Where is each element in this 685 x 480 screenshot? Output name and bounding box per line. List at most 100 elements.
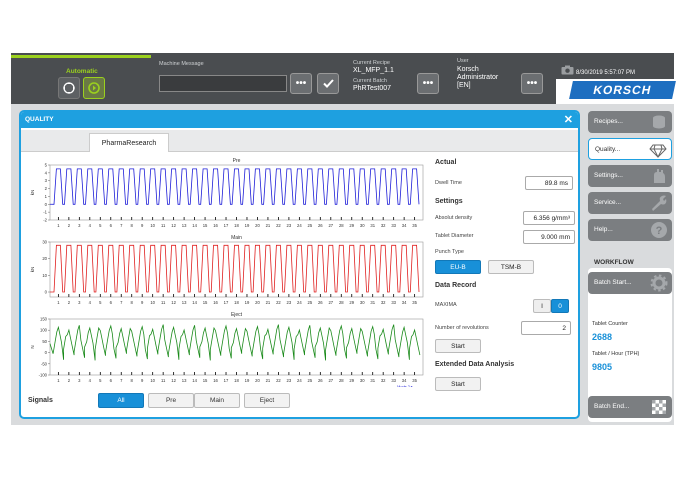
sidebar-item-recipes[interactable]: Recipes... bbox=[588, 111, 672, 133]
x-tick-label: 16 bbox=[213, 223, 218, 228]
y-axis-label: kN bbox=[30, 190, 35, 196]
dwell-time-label: Dwell Time bbox=[435, 180, 462, 186]
x-tick-label: 12 bbox=[171, 378, 176, 383]
x-tick-label: 15 bbox=[203, 300, 208, 305]
y-tick-label: 100 bbox=[40, 328, 48, 333]
x-tick-label: 25 bbox=[308, 223, 313, 228]
x-tick-label: 27 bbox=[328, 300, 333, 305]
punch-tsm-b-button[interactable]: TSM-B bbox=[488, 260, 534, 274]
x-tick-label: 33 bbox=[391, 223, 396, 228]
x-tick-label: 24 bbox=[297, 378, 302, 383]
x-tick-label: 18 bbox=[234, 378, 239, 383]
sidebar-item-settings[interactable]: Settings... bbox=[588, 165, 672, 187]
confirm-button[interactable] bbox=[317, 73, 339, 94]
actual-title: Actual bbox=[435, 159, 457, 166]
maxima-toggle-off[interactable]: I bbox=[533, 299, 551, 313]
sidebar-item-quality[interactable]: Quality... bbox=[588, 138, 672, 160]
workflow-panel: Batch Start... Tablet Counter 2688 Table… bbox=[588, 268, 672, 422]
x-tick-label: 4 bbox=[89, 378, 92, 383]
punch-eu-b-button[interactable]: EU-B bbox=[435, 260, 481, 274]
sidebar-item-label: Quality... bbox=[595, 146, 621, 153]
x-tick-label: 26 bbox=[318, 300, 323, 305]
x-tick-label: 13 bbox=[182, 378, 187, 383]
close-icon[interactable]: ✕ bbox=[563, 114, 573, 126]
tablet-hour-label: Tablet / Hour (TPH) bbox=[592, 351, 640, 357]
x-tick-label: 18 bbox=[234, 300, 239, 305]
x-tick-label: 14 bbox=[192, 378, 197, 383]
x-tick-label: 30 bbox=[360, 378, 365, 383]
x-tick-label: 6 bbox=[110, 223, 113, 228]
signal-eject-button[interactable]: Eject bbox=[244, 393, 290, 408]
x-tick-label: 2 bbox=[68, 223, 71, 228]
gear-icon bbox=[650, 274, 668, 292]
y-tick-label: 3 bbox=[45, 178, 48, 183]
x-tick-label: 17 bbox=[224, 223, 229, 228]
signal-pre-button[interactable]: Pre bbox=[148, 393, 194, 408]
x-tick-label: 32 bbox=[381, 300, 386, 305]
sidebar-item-service[interactable]: Service... bbox=[588, 192, 672, 214]
x-tick-label: 34 bbox=[402, 378, 407, 383]
tablet-counter-value: 2688 bbox=[592, 332, 613, 342]
extended-start-button[interactable]: Start bbox=[435, 377, 481, 391]
x-tick-label: 19 bbox=[245, 378, 250, 383]
x-tick-label: 21 bbox=[266, 378, 271, 383]
x-tick-label: 10 bbox=[150, 300, 155, 305]
machine-message-label: Machine Message bbox=[159, 61, 204, 67]
x-tick-label: 19 bbox=[245, 223, 250, 228]
diameter-value[interactable]: 9.000 mm bbox=[523, 230, 575, 244]
revolutions-input[interactable]: 2 bbox=[521, 321, 571, 335]
maxima-toggle-on[interactable]: 0 bbox=[551, 299, 569, 313]
y-tick-label: 4 bbox=[45, 170, 48, 175]
user-more-button[interactable]: ••• bbox=[521, 73, 543, 94]
batch-start-button[interactable]: Batch Start... bbox=[588, 272, 672, 294]
density-label: Absolut density bbox=[435, 215, 473, 221]
density-value[interactable]: 6.356 g/mm³ bbox=[523, 211, 575, 225]
mode-panel: Automatic bbox=[11, 55, 151, 101]
batch-more-button[interactable]: ••• bbox=[417, 73, 439, 94]
x-tick-label: 21 bbox=[266, 300, 271, 305]
signal-main-button[interactable]: Main bbox=[194, 393, 240, 408]
x-tick-label: 12 bbox=[171, 300, 176, 305]
settings-title: Settings bbox=[435, 198, 463, 205]
x-tick-label: 20 bbox=[255, 378, 260, 383]
x-tick-label: 13 bbox=[182, 300, 187, 305]
mode-label: Automatic bbox=[66, 68, 98, 75]
x-tick-label: 33 bbox=[391, 300, 396, 305]
camera-icon[interactable] bbox=[561, 65, 574, 75]
top-bar: Automatic Machine Message ••• Current Re… bbox=[11, 53, 676, 104]
record-start-button[interactable]: Start bbox=[435, 339, 481, 353]
x-tick-label: 27 bbox=[328, 378, 333, 383]
cycle-mode-button[interactable] bbox=[83, 77, 105, 99]
batch-end-button[interactable]: Batch End... bbox=[588, 396, 672, 418]
mode-label: Mode 2 ▸ bbox=[397, 385, 413, 387]
machine-message-more-button[interactable]: ••• bbox=[290, 73, 312, 94]
refresh-icon bbox=[88, 82, 100, 94]
x-tick-label: 8 bbox=[131, 378, 134, 383]
plot-frame bbox=[49, 241, 424, 298]
wrench-icon bbox=[652, 195, 667, 211]
x-tick-label: 29 bbox=[349, 223, 354, 228]
x-tick-label: 28 bbox=[339, 378, 344, 383]
x-tick-label: 32 bbox=[381, 378, 386, 383]
x-tick-label: 34 bbox=[402, 300, 407, 305]
revolutions-label: Number of revolutions bbox=[435, 325, 489, 331]
batch-start-label: Batch Start... bbox=[594, 279, 632, 286]
sidebar-item-help[interactable]: Help... ? bbox=[588, 219, 672, 241]
current-batch-value: PhRTest007 bbox=[353, 85, 392, 92]
x-tick-label: 14 bbox=[192, 223, 197, 228]
automatic-mode-button[interactable] bbox=[58, 77, 80, 99]
x-tick-label: 23 bbox=[287, 223, 292, 228]
y-tick-label: 30 bbox=[42, 240, 47, 245]
y-tick-label: 0 bbox=[45, 202, 48, 207]
y-tick-label: -100 bbox=[39, 373, 48, 378]
check-icon bbox=[322, 79, 334, 88]
y-tick-label: -2 bbox=[43, 218, 47, 223]
signal-all-button[interactable]: All bbox=[98, 393, 144, 408]
user-language: [EN] bbox=[457, 82, 471, 89]
database-icon bbox=[653, 115, 665, 129]
x-tick-label: 27 bbox=[328, 223, 333, 228]
tab-pharmaresearch[interactable]: PharmaResearch bbox=[89, 133, 169, 152]
